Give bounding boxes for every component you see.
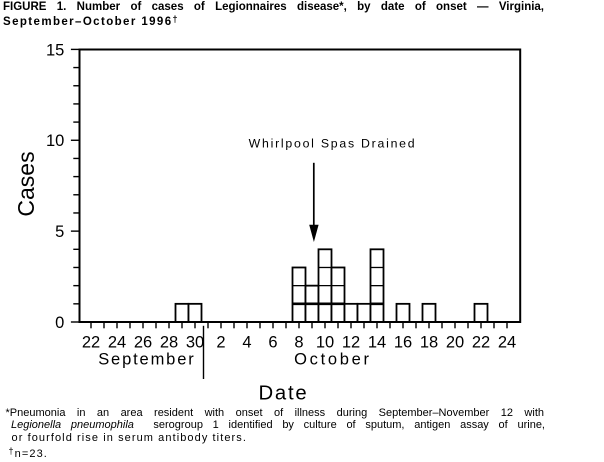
svg-text:18: 18 xyxy=(420,334,438,352)
svg-text:0: 0 xyxy=(55,314,64,332)
svg-text:30: 30 xyxy=(186,334,204,352)
svg-text:2: 2 xyxy=(216,334,225,352)
svg-text:October: October xyxy=(294,351,372,369)
svg-text:22: 22 xyxy=(472,334,490,352)
svg-text:6: 6 xyxy=(268,334,277,352)
svg-text:26: 26 xyxy=(134,334,152,352)
svg-text:8: 8 xyxy=(294,334,303,352)
svg-text:22: 22 xyxy=(82,334,100,352)
svg-text:12: 12 xyxy=(342,334,360,352)
svg-text:Whirlpool Spas Drained: Whirlpool Spas Drained xyxy=(249,137,417,151)
svg-text:28: 28 xyxy=(160,334,178,352)
svg-text:16: 16 xyxy=(394,334,412,352)
svg-text:Cases: Cases xyxy=(13,151,39,216)
svg-text:4: 4 xyxy=(242,334,251,352)
svg-text:14: 14 xyxy=(368,334,386,352)
svg-text:10: 10 xyxy=(46,132,64,150)
svg-text:24: 24 xyxy=(108,334,126,352)
svg-text:September: September xyxy=(98,351,195,369)
svg-text:5: 5 xyxy=(55,223,64,241)
svg-text:10: 10 xyxy=(316,334,334,352)
svg-text:Date: Date xyxy=(258,382,308,404)
svg-text:24: 24 xyxy=(498,334,516,352)
svg-text:15: 15 xyxy=(46,41,64,59)
svg-text:20: 20 xyxy=(446,334,464,352)
